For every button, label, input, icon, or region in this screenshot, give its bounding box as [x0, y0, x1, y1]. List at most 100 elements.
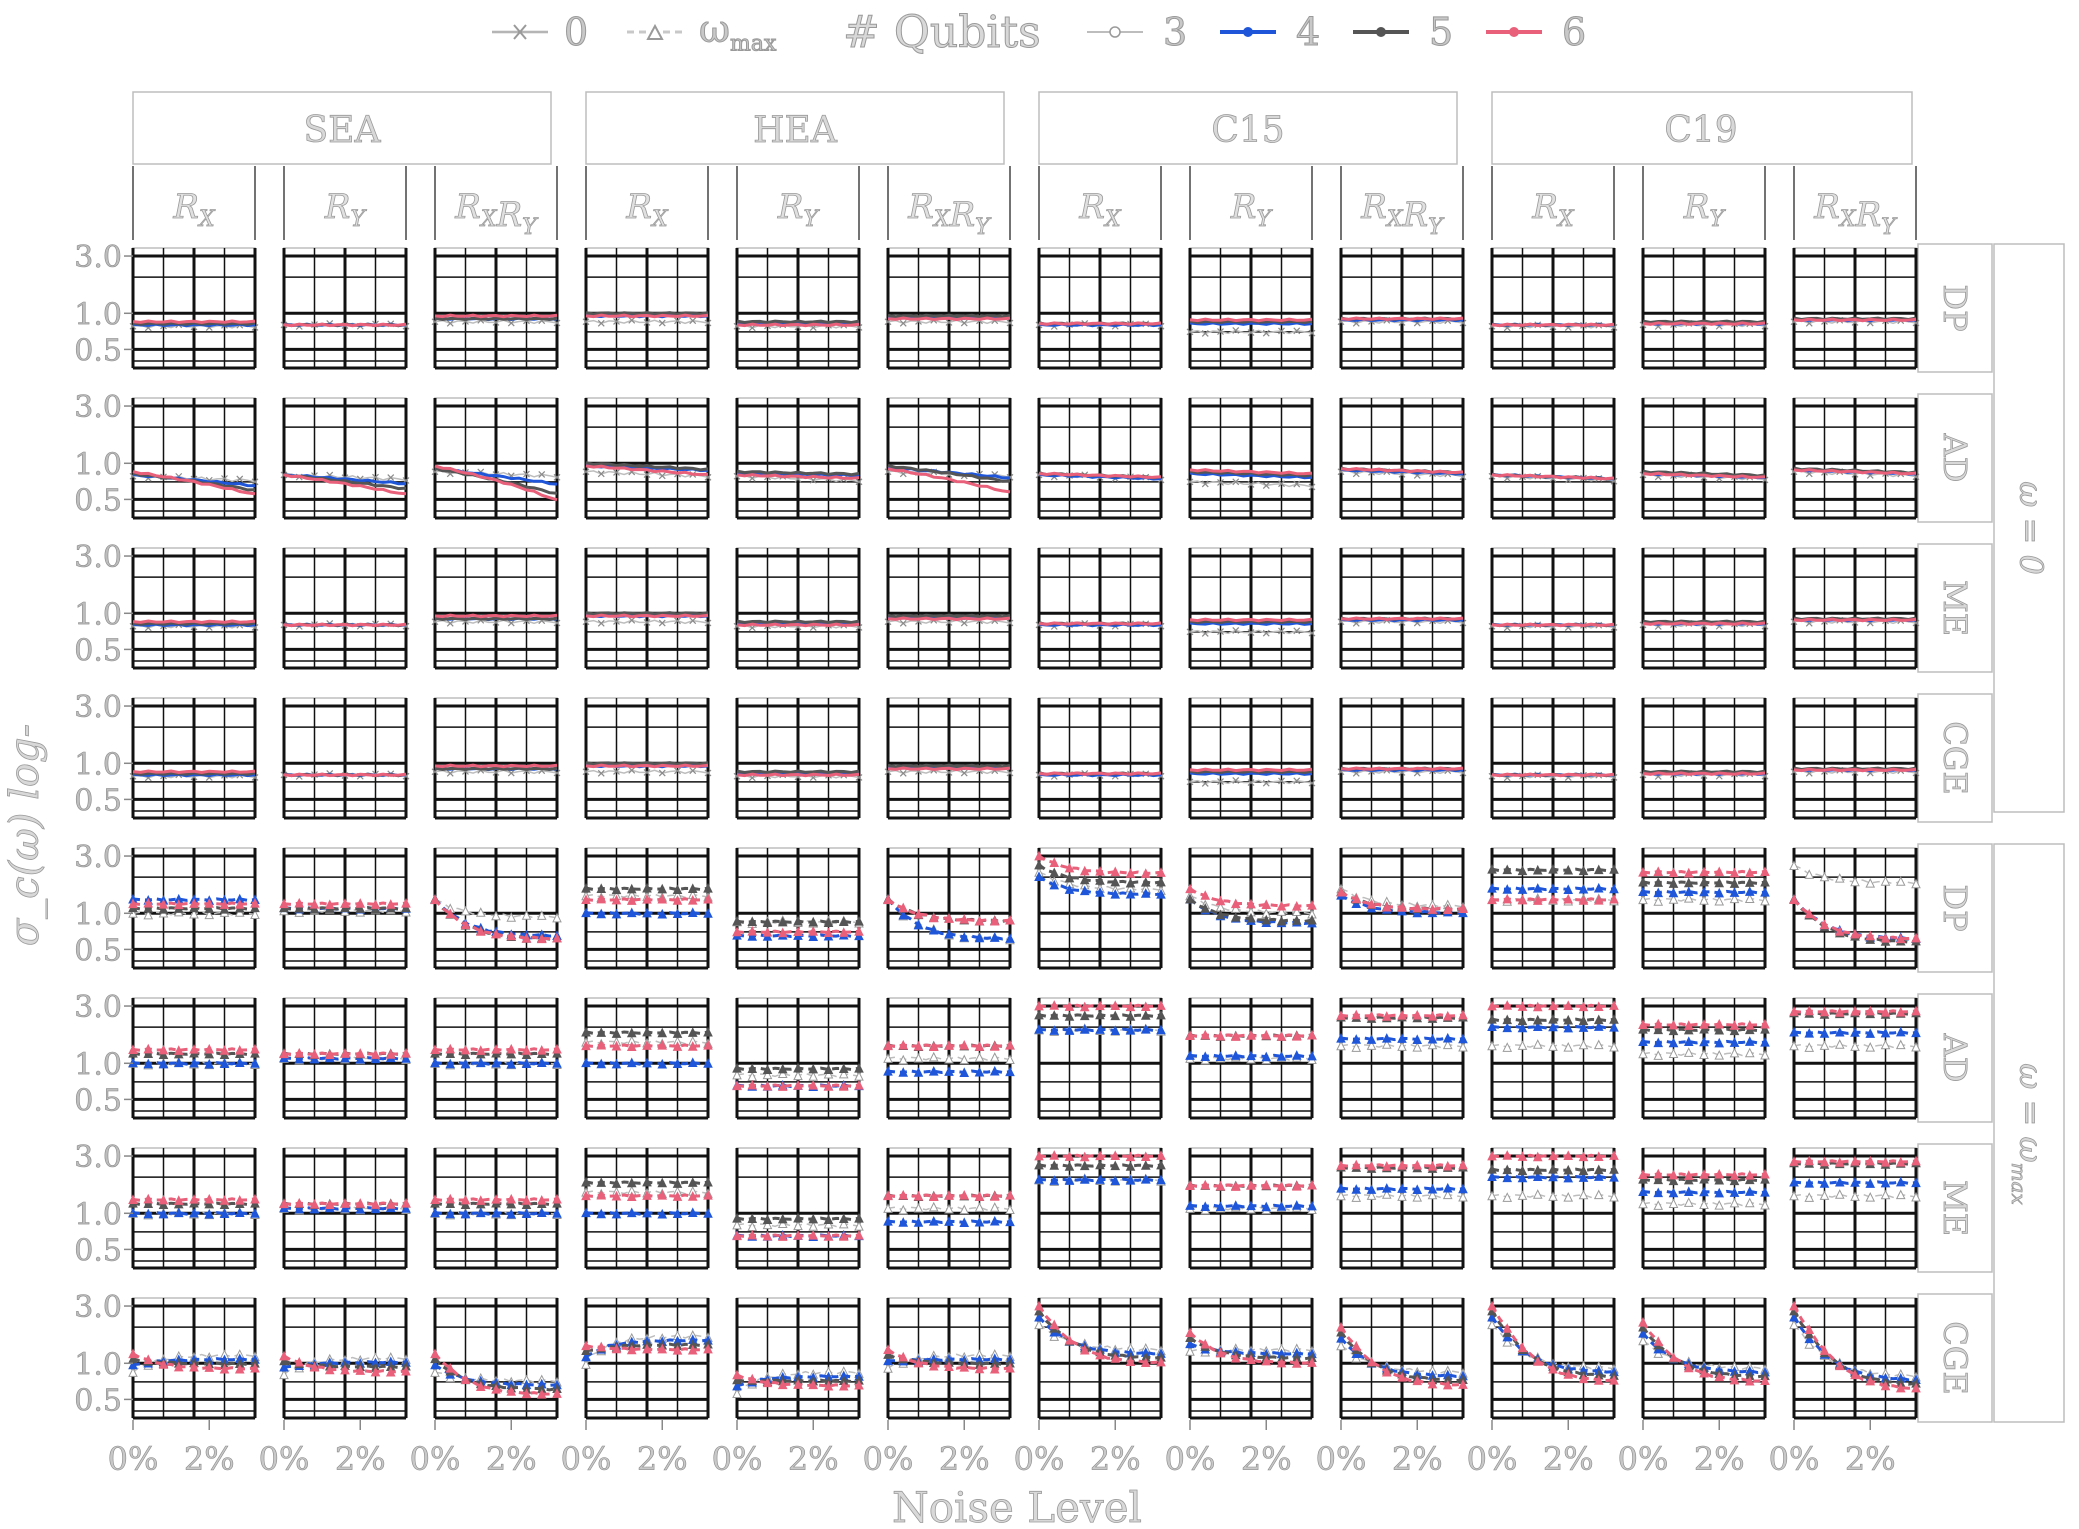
series-marker-qubits-3	[689, 617, 697, 625]
series-marker-qubits-3	[928, 1201, 939, 1212]
panel-hea-1-dp-w0	[582, 247, 712, 370]
series-marker-qubits-4	[1366, 1184, 1377, 1194]
series-marker-qubits-4	[611, 908, 622, 919]
encoding-label: RXRY	[907, 187, 992, 240]
series-marker-qubits-4	[250, 1058, 260, 1068]
series-marker-qubits-4	[974, 1216, 985, 1227]
series-marker-qubits-6	[279, 1048, 289, 1059]
legend-omega-0-label: 0	[563, 10, 589, 55]
series-marker-qubits-5	[1261, 914, 1272, 925]
series-marker-qubits-6	[158, 1044, 169, 1055]
series-marker-qubits-3	[552, 912, 562, 923]
series-marker-qubits-6	[128, 1044, 138, 1054]
series-marker-qubits-6	[913, 1040, 924, 1051]
series-marker-qubits-4	[1668, 887, 1679, 898]
series-marker-qubits-6	[324, 1364, 335, 1375]
series-marker-qubits-6	[1336, 1010, 1346, 1020]
encoding-label: RX	[1531, 187, 1575, 232]
series-line-qubits-5	[887, 313, 1011, 319]
series-marker-qubits-3	[521, 910, 532, 920]
series-marker-qubits-6	[989, 915, 1000, 926]
series-marker-qubits-6	[1819, 1156, 1830, 1167]
series-marker-qubits-5	[1185, 893, 1195, 904]
panel-c19-1-ad-w0	[1488, 397, 1618, 520]
series-marker-qubits-3	[553, 619, 561, 627]
series-marker-qubits-4	[1532, 1171, 1543, 1182]
series-marker-qubits-3	[1714, 1200, 1725, 1210]
series-marker-qubits-4	[460, 1208, 471, 1219]
series-marker-qubits-4	[928, 1216, 939, 1226]
series-line-qubits-3	[1642, 1340, 1766, 1370]
series-marker-qubits-6	[944, 1361, 954, 1371]
series-marker-qubits-6	[491, 928, 501, 939]
panel-hea-1-me-wmax	[581, 1147, 713, 1270]
series-marker-qubits-5	[581, 1026, 591, 1037]
series-marker-qubits-4	[1548, 1021, 1558, 1032]
series-marker-qubits-5	[1760, 1174, 1770, 1184]
series-marker-qubits-3	[1276, 906, 1287, 916]
series-marker-qubits-3	[1880, 1189, 1891, 1200]
series-marker-qubits-6	[506, 1386, 517, 1396]
series-line-qubits-6	[887, 766, 1011, 772]
series-marker-qubits-3	[1217, 778, 1224, 785]
series-marker-qubits-4	[1336, 1033, 1346, 1043]
series-marker-qubits-4	[1230, 1200, 1241, 1210]
series-marker-qubits-6	[1911, 932, 1921, 943]
series-marker-qubits-3	[387, 474, 395, 482]
series-marker-qubits-5	[672, 1178, 683, 1188]
series-marker-qubits-6	[1834, 1360, 1845, 1371]
series-marker-qubits-5	[793, 1062, 803, 1073]
series-marker-qubits-5	[1563, 864, 1574, 875]
x-tick-label: 0%	[1618, 1440, 1669, 1478]
noise-label-cge: CGE	[1936, 721, 1974, 794]
series-marker-qubits-4	[1744, 1186, 1755, 1196]
series-marker-qubits-4	[1502, 1331, 1513, 1342]
series-marker-qubits-3	[1487, 1040, 1497, 1051]
series-marker-qubits-6	[430, 894, 440, 905]
series-marker-qubits-3	[1262, 329, 1270, 337]
series-marker-qubits-4	[355, 1053, 366, 1064]
series-line-qubits-6	[736, 322, 860, 328]
panel-c19-2-ad-w0	[1639, 397, 1769, 520]
series-marker-qubits-6	[219, 1363, 230, 1374]
series-marker-qubits-5	[1653, 1174, 1664, 1185]
series-marker-qubits-4	[1156, 1174, 1166, 1185]
panel-hea-3-dp-wmax	[883, 847, 1015, 970]
series-marker-qubits-6	[1427, 1378, 1438, 1389]
y-tick-label: 1.0	[74, 597, 122, 632]
series-marker-qubits-5	[1683, 1174, 1694, 1185]
series-marker-qubits-4	[1668, 1037, 1679, 1048]
series-line-qubits-5	[736, 619, 860, 625]
series-marker-qubits-6	[460, 1044, 471, 1055]
series-marker-qubits-3	[1911, 878, 1921, 889]
legend-qubit-6-label: 6	[1561, 10, 1587, 55]
series-marker-qubits-4	[944, 1066, 954, 1076]
series-marker-qubits-3	[643, 471, 651, 478]
legend-qubit-4-swatch	[1220, 27, 1276, 37]
series-marker-qubits-5	[401, 902, 411, 913]
series-line-qubits-4	[736, 471, 860, 478]
series-marker-qubits-6	[1714, 1018, 1725, 1029]
series-marker-qubits-3	[553, 473, 561, 481]
series-marker-qubits-5	[1699, 876, 1709, 887]
series-marker-qubits-6	[1307, 1179, 1317, 1190]
series-marker-qubits-6	[928, 912, 939, 923]
series-marker-qubits-6	[626, 895, 637, 905]
series-marker-qubits-6	[158, 1359, 169, 1369]
series-marker-qubits-6	[747, 1229, 758, 1240]
series-marker-qubits-6	[309, 1048, 320, 1059]
series-marker-qubits-6	[1427, 1010, 1438, 1021]
series-marker-qubits-5	[250, 902, 260, 913]
series-marker-qubits-4	[1110, 1025, 1121, 1036]
series-marker-qubits-6	[1578, 895, 1589, 905]
series-marker-qubits-6	[1487, 1300, 1497, 1311]
legend-omega-0-swatch	[492, 24, 548, 40]
series-marker-qubits-3	[1850, 1041, 1860, 1051]
series-marker-qubits-6	[1049, 1000, 1060, 1010]
series-marker-qubits-6	[143, 897, 154, 908]
series-marker-qubits-3	[899, 319, 907, 327]
series-marker-qubits-5	[1156, 876, 1166, 887]
series-line-qubits-5	[887, 763, 1011, 769]
series-marker-qubits-6	[1215, 1180, 1226, 1191]
series-marker-qubits-4	[279, 1361, 289, 1372]
